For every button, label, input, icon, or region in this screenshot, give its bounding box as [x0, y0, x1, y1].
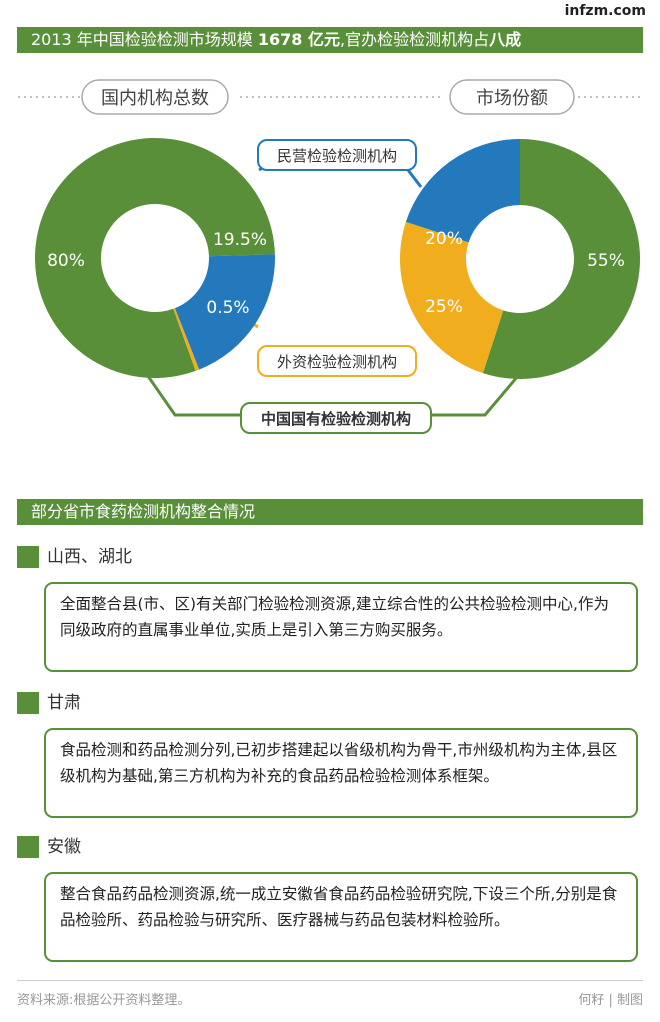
province-desc: 全面整合县(市、区)有关部门检验检测资源,建立综合性的公共检验检测中心,作为同级… [44, 582, 638, 672]
donut-left: 80% 19.5% 0.5% [35, 138, 275, 379]
province-name: 安徽 [47, 837, 81, 857]
province-name: 甘肃 [47, 693, 81, 713]
donut-slice [35, 138, 275, 379]
callout-foreign-label: 外资检验检测机构 [277, 353, 397, 371]
slice-value-label: 19.5% [213, 230, 267, 250]
slice-value-label: 55% [587, 251, 625, 271]
callout-foreign [257, 345, 417, 377]
chart-title-right: 市场份额 [476, 88, 548, 109]
title-part-1: 2013 年中国检验检测市场规模 [31, 30, 258, 49]
slice-value-label: 0.5% [206, 298, 249, 318]
pill-right [449, 79, 575, 115]
donut-slice [400, 221, 504, 374]
province-name: 山西、湖北 [47, 547, 132, 567]
callout-state [240, 402, 432, 434]
bullet-square [17, 836, 39, 858]
province-desc: 食品检测和药品检测分列,已初步搭建起以省级机构为骨干,市州级机构为主体,县区级机… [44, 728, 638, 818]
bullet-square [17, 692, 39, 714]
slice-value-label: 20% [425, 229, 463, 249]
donut-slice [482, 139, 641, 379]
donut-slice [173, 308, 200, 371]
callout-state-label: 中国国有检验检测机构 [261, 410, 411, 428]
main-title: 2013 年中国检验检测市场规模 1678 亿元,官办检验检测机构占八成 [17, 27, 643, 53]
callout-private-label: 民营检验检测机构 [277, 147, 397, 165]
chart-title-left: 国内机构总数 [101, 88, 209, 109]
title-share: 八成 [489, 30, 522, 49]
callout-private [257, 139, 417, 171]
title-part-2: ,官办检验检测机构占 [340, 30, 490, 49]
bullet-square [17, 546, 39, 568]
slice-value-label: 25% [425, 297, 463, 317]
section-title: 部分省市食药检测机构整合情况 [17, 499, 643, 525]
pill-left [81, 79, 229, 115]
slice-value-label: 80% [47, 251, 85, 271]
source-note: 资料来源:根据公开资料整理。 [17, 993, 191, 1008]
donut-slice [174, 254, 275, 370]
title-market-size: 1678 亿元 [257, 30, 341, 49]
donut-slice [405, 139, 520, 243]
donut-charts: 国内机构总数 市场份额 80% 19.5% 0.5% 55% 25% 20% 民营检验检… [18, 79, 642, 434]
credit: 何籽 | 制图 [578, 993, 643, 1008]
province-desc: 整合食品药品检测资源,统一成立安徽省食品药品检验研究院,下设三个所,分别是食品检… [44, 872, 638, 962]
donut-right: 55% 25% 20% [400, 139, 641, 379]
site-logo[interactable]: infzm.com [564, 3, 646, 19]
footer-rule [17, 980, 643, 981]
